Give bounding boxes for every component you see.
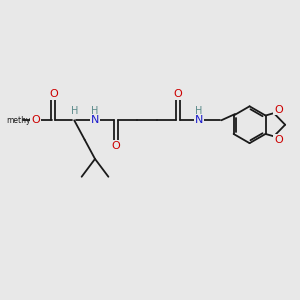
Text: O: O [31, 115, 40, 125]
Text: O: O [111, 141, 120, 151]
Text: H: H [195, 106, 203, 116]
Text: O: O [49, 89, 58, 99]
Text: methyl: methyl [7, 116, 34, 125]
Text: H: H [71, 106, 79, 116]
Text: O: O [174, 89, 183, 99]
Text: O: O [274, 135, 283, 145]
Text: O: O [274, 105, 283, 115]
Text: N: N [195, 115, 203, 125]
Text: H: H [91, 106, 99, 116]
Text: N: N [91, 115, 99, 125]
